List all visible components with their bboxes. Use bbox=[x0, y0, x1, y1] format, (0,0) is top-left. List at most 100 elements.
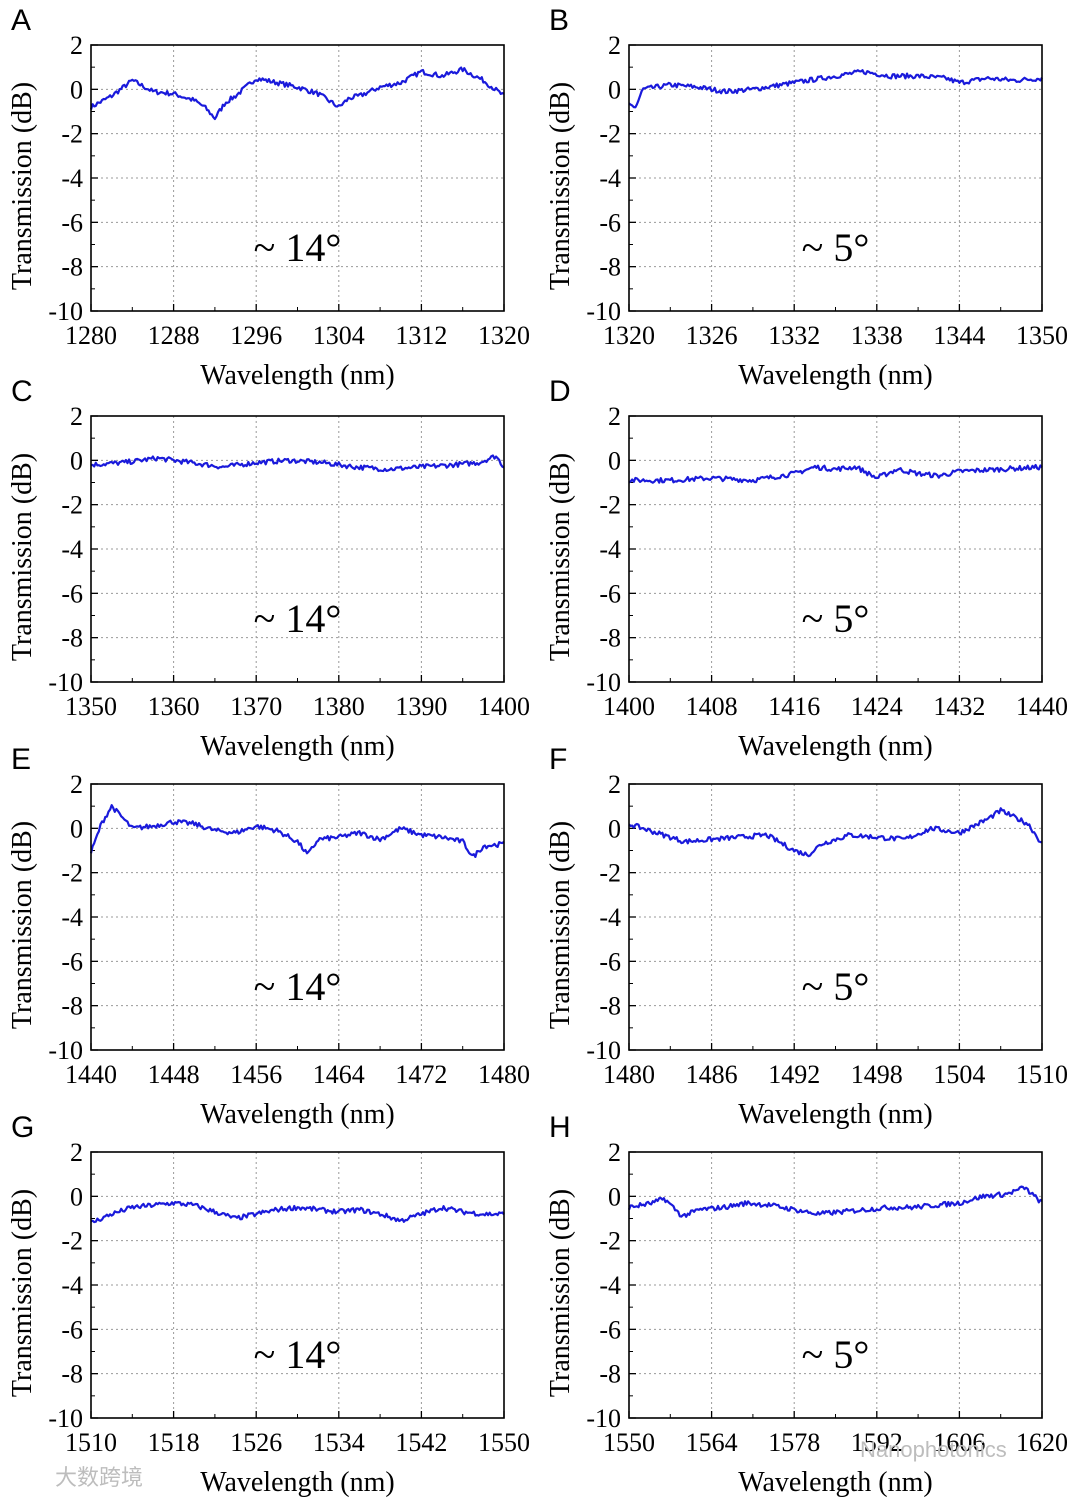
transmission-line-f bbox=[628, 807, 1043, 858]
x-tick-label: 1424 bbox=[851, 692, 903, 721]
y-tick-label: 2 bbox=[70, 402, 83, 431]
transmission-line-h bbox=[627, 1185, 1043, 1218]
plot-frame-d bbox=[628, 415, 1043, 683]
x-tick-label: 1480 bbox=[478, 1060, 530, 1089]
x-tick-label: 1510 bbox=[65, 1428, 117, 1457]
transmission-line-a bbox=[89, 66, 505, 121]
y-tick-label: -8 bbox=[61, 992, 83, 1021]
y-tick-label: -10 bbox=[48, 668, 83, 697]
y-tick-label: -4 bbox=[599, 1271, 621, 1300]
y-tick-label: -8 bbox=[599, 992, 621, 1021]
y-tick-label: 0 bbox=[608, 814, 621, 843]
y-tick-label: -2 bbox=[599, 120, 621, 149]
x-axis-label: Wavelength (nm) bbox=[200, 360, 394, 391]
y-tick-label: -10 bbox=[48, 1036, 83, 1065]
x-tick-label: 1542 bbox=[395, 1428, 447, 1457]
angle-annotation-h: ~ 5° bbox=[802, 1332, 870, 1377]
x-tick-label: 1550 bbox=[478, 1428, 530, 1457]
transmission-line-b bbox=[628, 69, 1043, 109]
y-tick-label: -6 bbox=[61, 579, 83, 608]
panel-letter-h: H bbox=[549, 1111, 571, 1144]
y-axis-label: Transmission (dB) bbox=[7, 821, 38, 1029]
transmission-line-c bbox=[90, 454, 505, 473]
x-tick-label: 1510 bbox=[1016, 1060, 1068, 1089]
y-axis-label: Transmission (dB) bbox=[7, 82, 38, 290]
y-tick-label: -4 bbox=[599, 903, 621, 932]
y-tick-label: -2 bbox=[61, 859, 83, 888]
y-tick-label: -10 bbox=[586, 1404, 621, 1433]
y-tick-label: -10 bbox=[586, 297, 621, 326]
x-tick-label: 1400 bbox=[603, 692, 655, 721]
angle-annotation-b: ~ 5° bbox=[802, 225, 870, 270]
angle-annotation-c: ~ 14° bbox=[254, 596, 342, 641]
panel-letter-f: F bbox=[549, 743, 567, 776]
x-tick-label: 1592 bbox=[851, 1428, 903, 1457]
angle-annotation-d: ~ 5° bbox=[802, 596, 870, 641]
x-tick-label: 1390 bbox=[395, 692, 447, 721]
x-tick-label: 1480 bbox=[603, 1060, 655, 1089]
plot-frame-h bbox=[628, 1151, 1043, 1419]
y-tick-label: -6 bbox=[599, 579, 621, 608]
x-tick-label: 1498 bbox=[851, 1060, 903, 1089]
x-tick-label: 1326 bbox=[686, 321, 738, 350]
y-axis-label: Transmission (dB) bbox=[7, 1189, 38, 1397]
x-axis-label: Wavelength (nm) bbox=[738, 731, 932, 762]
y-tick-label: 2 bbox=[70, 770, 83, 799]
x-tick-label: 1440 bbox=[1016, 692, 1068, 721]
y-tick-label: -4 bbox=[61, 164, 83, 193]
x-axis-label: Wavelength (nm) bbox=[738, 1467, 932, 1498]
x-tick-label: 1320 bbox=[478, 321, 530, 350]
y-axis-label: Transmission (dB) bbox=[545, 82, 576, 290]
y-tick-label: -8 bbox=[61, 624, 83, 653]
x-axis-label: Wavelength (nm) bbox=[200, 731, 394, 762]
x-tick-label: 1606 bbox=[933, 1428, 985, 1457]
y-tick-label: -4 bbox=[599, 164, 621, 193]
y-tick-label: 0 bbox=[70, 1182, 83, 1211]
x-tick-label: 1400 bbox=[478, 692, 530, 721]
angle-annotation-g: ~ 14° bbox=[254, 1332, 342, 1377]
x-tick-label: 1534 bbox=[313, 1428, 365, 1457]
y-tick-label: -4 bbox=[61, 903, 83, 932]
x-tick-label: 1492 bbox=[768, 1060, 820, 1089]
x-tick-label: 1350 bbox=[1016, 321, 1068, 350]
x-tick-label: 1320 bbox=[603, 321, 655, 350]
x-axis-label: Wavelength (nm) bbox=[200, 1099, 394, 1130]
y-tick-label: 0 bbox=[70, 75, 83, 104]
y-tick-label: 2 bbox=[608, 1138, 621, 1167]
y-tick-label: -8 bbox=[599, 1360, 621, 1389]
transmission-line-d bbox=[628, 463, 1043, 484]
y-tick-label: 2 bbox=[608, 402, 621, 431]
y-tick-label: 0 bbox=[608, 446, 621, 475]
panel-letter-e: E bbox=[11, 743, 31, 776]
panel-letter-g: G bbox=[11, 1111, 34, 1144]
y-tick-label: -10 bbox=[586, 668, 621, 697]
y-tick-label: -2 bbox=[61, 491, 83, 520]
y-tick-label: -6 bbox=[61, 1315, 83, 1344]
y-tick-label: 0 bbox=[608, 1182, 621, 1211]
x-tick-label: 1380 bbox=[313, 692, 365, 721]
watermark-right: Nanophotonics bbox=[860, 1437, 1007, 1462]
y-tick-label: -8 bbox=[61, 1360, 83, 1389]
panel-letter-c: C bbox=[11, 375, 33, 408]
plot-frame-a bbox=[90, 44, 505, 312]
x-tick-label: 1472 bbox=[395, 1060, 447, 1089]
panel-letter-d: D bbox=[549, 375, 571, 408]
y-tick-label: -2 bbox=[61, 1227, 83, 1256]
plot-frame-b bbox=[628, 44, 1043, 312]
y-tick-label: -10 bbox=[48, 297, 83, 326]
x-tick-label: 1486 bbox=[686, 1060, 738, 1089]
y-tick-label: -10 bbox=[586, 1036, 621, 1065]
x-tick-label: 1288 bbox=[148, 321, 200, 350]
x-tick-label: 1344 bbox=[933, 321, 985, 350]
y-tick-label: -6 bbox=[599, 208, 621, 237]
x-tick-label: 1332 bbox=[768, 321, 820, 350]
x-tick-label: 1448 bbox=[148, 1060, 200, 1089]
transmission-line-e bbox=[89, 803, 505, 859]
y-axis-label: Transmission (dB) bbox=[7, 453, 38, 661]
x-tick-label: 1296 bbox=[230, 321, 282, 350]
plot-frame-g bbox=[90, 1151, 505, 1419]
x-tick-label: 1280 bbox=[65, 321, 117, 350]
watermark-left: 大数跨境 bbox=[55, 1465, 143, 1490]
x-tick-label: 1432 bbox=[933, 692, 985, 721]
y-tick-label: -8 bbox=[599, 624, 621, 653]
